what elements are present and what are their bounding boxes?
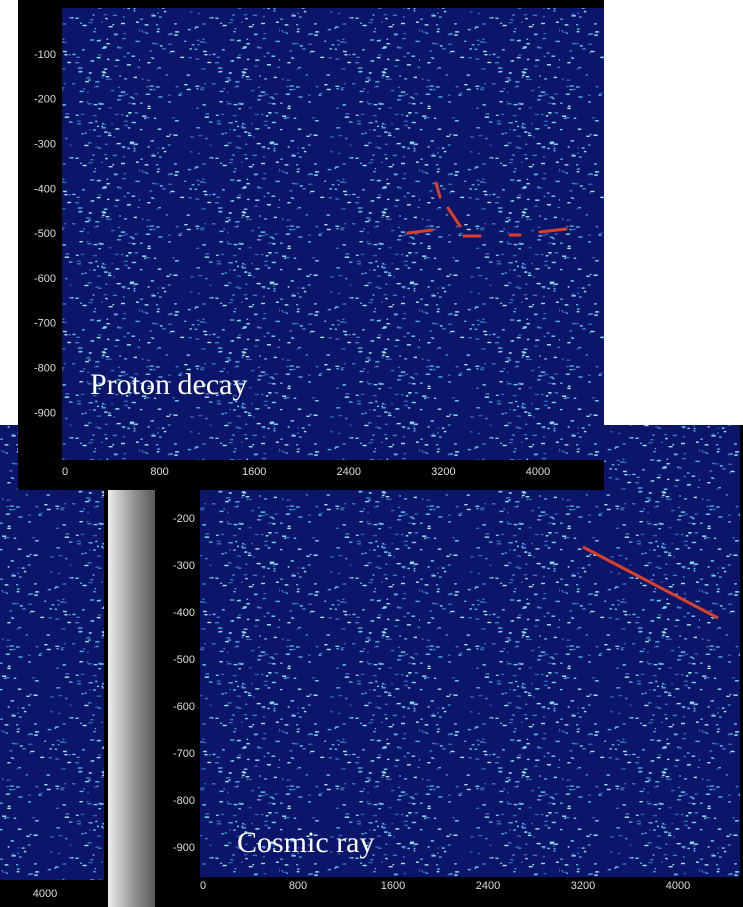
x-tick-label: 3200: [431, 466, 455, 478]
y-tick-label: -300: [34, 139, 56, 151]
x-tick-label: 2400: [337, 466, 361, 478]
x-tick-label: 800: [150, 466, 168, 478]
y-tick-label: -300: [173, 560, 195, 572]
x-tick-label: 3200: [571, 880, 595, 892]
x-tick-label: 2400: [476, 880, 500, 892]
y-tick-label: -700: [34, 318, 56, 330]
x-tick-label: 4000: [33, 888, 57, 900]
y-tick-label: -200: [173, 513, 195, 525]
tracks: [406, 181, 568, 238]
back-panel: [0, 425, 110, 907]
x-tick-label: 800: [289, 880, 307, 892]
y-tick-label: -200: [34, 94, 56, 106]
y-tick-label: -500: [173, 654, 195, 666]
panel-labels: 0 800 1600 2400 3200 4000 -100 -200 -300 -400 -500…: [34, 49, 550, 478]
panel-labels: 4000: [33, 888, 57, 900]
x-tick-label: 4000: [526, 466, 550, 478]
hits: [200, 425, 740, 877]
panel-labels: 0 800 1600 2400 3200 4000 -200 -300 -400 -500 -600…: [173, 513, 690, 892]
divider: [108, 490, 156, 907]
track: [582, 545, 719, 620]
y-tick-label: -900: [173, 842, 195, 854]
panel-label: Cosmic ray: [237, 826, 374, 859]
y-tick-label: -400: [173, 607, 195, 619]
y-tick-label: -100: [34, 49, 56, 61]
x-tick-label: 1600: [242, 466, 266, 478]
y-tick-label: -500: [34, 228, 56, 240]
x-tick-label: 1600: [381, 880, 405, 892]
x-tick-label: 4000: [666, 880, 690, 892]
proton-panel: [18, 0, 604, 490]
panel-label: Proton decay: [90, 368, 247, 401]
x-tick-label: 0: [200, 880, 206, 892]
y-tick-label: -800: [173, 795, 195, 807]
y-tick-label: -600: [34, 273, 56, 285]
y-tick-label: -900: [34, 407, 56, 419]
x-tick-label: 0: [62, 466, 68, 478]
cosmic-panel: [155, 425, 743, 907]
y-tick-label: -700: [173, 748, 195, 760]
hits: [0, 425, 104, 880]
y-tick-label: -800: [34, 363, 56, 375]
y-tick-label: -600: [173, 701, 195, 713]
y-tick-label: -400: [34, 183, 56, 195]
